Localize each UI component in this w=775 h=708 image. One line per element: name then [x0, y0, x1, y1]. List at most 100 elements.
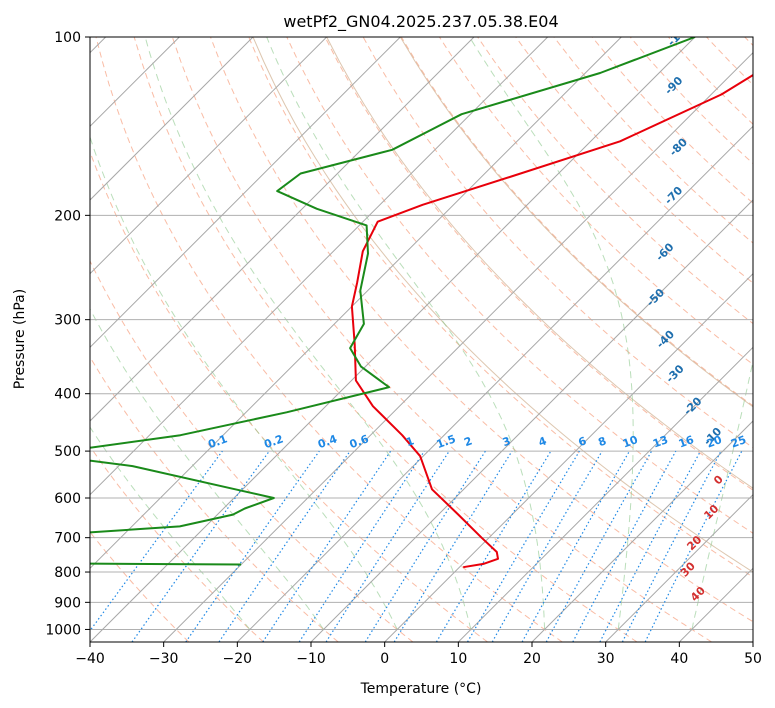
mixing-ratio-line: [298, 450, 425, 642]
x-tick-label: 40: [670, 651, 688, 667]
dry-adiabat-line: [248, 37, 753, 578]
mixing-ratio-line: [364, 450, 486, 642]
x-tick-label: 50: [744, 651, 762, 667]
mixing-ratio-label: 16: [677, 433, 696, 451]
dry-adiabat-label: -90: [662, 74, 685, 97]
isotherm-line: [90, 37, 549, 496]
dry-adiabat-line: [744, 37, 753, 47]
mixing-ratio-label: 0.1: [206, 432, 229, 451]
isotherm-line: [90, 37, 401, 349]
dry-adiabat-line: [326, 37, 753, 489]
dry-adiabat-label: -60: [653, 240, 676, 263]
mixing-ratio-line: [644, 450, 743, 642]
dewpoint-line: [90, 37, 696, 566]
y-tick-label: 100: [54, 30, 81, 46]
x-axis-title: Temperature (°C): [360, 681, 482, 697]
mixing-ratio-line: [90, 450, 223, 632]
isotherm-line: [163, 51, 753, 642]
isotherms: [90, 37, 753, 642]
dry-adiabat-label: -20: [681, 394, 704, 417]
isotherm-line: [90, 37, 254, 201]
dry-adiabat-line: [90, 259, 414, 642]
moist-adiabat-line: [90, 426, 251, 630]
plot-frame: [89, 36, 754, 643]
isotherm-line: [90, 37, 328, 275]
moist-adiabat-line: [90, 308, 324, 630]
dry-adiabat-line: [286, 37, 753, 534]
mixing-ratio-lines: [90, 450, 743, 642]
mixing-ratio-label: 2: [462, 434, 474, 449]
dry-adiabat-line: [515, 37, 753, 284]
mixing-ratio-line: [393, 450, 513, 642]
mixing-ratio-label: 10: [621, 433, 640, 451]
dry-adiabat-line: [90, 531, 190, 642]
dry-adiabat-line: [90, 150, 488, 642]
mixing-ratio-label: 20: [705, 433, 724, 451]
y-tick-label: 400: [54, 387, 81, 403]
dry-adiabat-line: [90, 356, 339, 642]
moist-adiabat-label: 0: [711, 473, 726, 488]
y-tick-label: 500: [54, 444, 81, 460]
moist-adiabat-line: [469, 37, 634, 630]
mixing-ratio-label: 4: [537, 434, 549, 449]
x-tick-label: 20: [523, 651, 541, 667]
y-tick-label: 300: [54, 313, 81, 329]
y-axis-title: Pressure (hPa): [12, 289, 28, 389]
dry-adiabat-line: [252, 37, 753, 573]
x-tick-label: 0: [380, 651, 389, 667]
mixing-ratio-labels: 0.1 0.2 0.4 0.6 1 1.5 2 3 4 6 8 10 13 16 20 25: [206, 432, 748, 451]
mixing-ratio-label: 3: [501, 434, 513, 449]
dry-adiabat-line: [133, 37, 638, 642]
moist-adiabat-label: 30: [678, 559, 698, 579]
mixing-ratio-line: [218, 450, 351, 642]
dry-adiabat-label: -80: [667, 135, 690, 158]
temperature-line: [350, 73, 753, 569]
x-tick-label: −20: [223, 651, 253, 667]
x-tick-label: −40: [75, 651, 105, 667]
x-tick-label: 10: [449, 651, 467, 667]
mixing-ratio-label: 6: [577, 434, 589, 449]
mixing-ratio-label: 0.2: [262, 432, 285, 451]
mixing-ratio-line: [599, 450, 702, 642]
x-axis: −40 −30 −20 −10 0 10 20 30 40 50: [75, 642, 762, 667]
y-tick-label: 200: [54, 208, 81, 224]
dry-adiabat-line: [210, 37, 753, 623]
moist-adiabat-label: 20: [684, 533, 704, 553]
dry-adiabat-line: [95, 37, 563, 642]
dry-adiabat-line: [399, 37, 753, 408]
dry-adiabat-line: [324, 37, 753, 491]
dry-adiabat-label: -70: [662, 184, 685, 207]
mixing-ratio-line: [325, 450, 450, 642]
isotherm-line: [90, 37, 622, 570]
moist-adiabat-line: [766, 37, 775, 629]
y-tick-label: 600: [54, 491, 81, 507]
mixing-ratio-line: [572, 450, 677, 642]
dry-adiabat-label: -30: [663, 362, 686, 385]
isotherm-line: [310, 199, 753, 642]
moist-adiabat-line: [144, 37, 472, 630]
x-tick-label: −30: [149, 651, 179, 667]
moist-adiabat-line: [691, 358, 753, 630]
isotherm-line: [384, 272, 753, 642]
isobars: [90, 214, 753, 630]
mixing-ratio-line: [521, 450, 631, 642]
y-tick-label: 900: [54, 595, 81, 611]
isotherm-line: [90, 37, 475, 422]
dry-adiabat-line: [706, 37, 753, 86]
mixing-ratio-label: 0.6: [348, 432, 371, 451]
mixing-ratio-label: 1: [404, 434, 416, 449]
isotherm-line: [90, 37, 696, 642]
y-axis: 100 200 300 400 500 600 700 800 900 1000: [45, 30, 90, 638]
moist-adiabat-label: 40: [688, 584, 708, 604]
isotherm-line: [605, 493, 753, 642]
moist-adiabat-line: [266, 37, 546, 630]
isotherm-line: [752, 641, 753, 642]
dry-adiabat-label: -100: [665, 20, 694, 49]
sounding-profiles: [90, 37, 753, 569]
y-tick-label: 700: [54, 531, 81, 547]
mixing-ratio-line: [262, 450, 392, 642]
y-tick-label: 1000: [45, 622, 81, 638]
